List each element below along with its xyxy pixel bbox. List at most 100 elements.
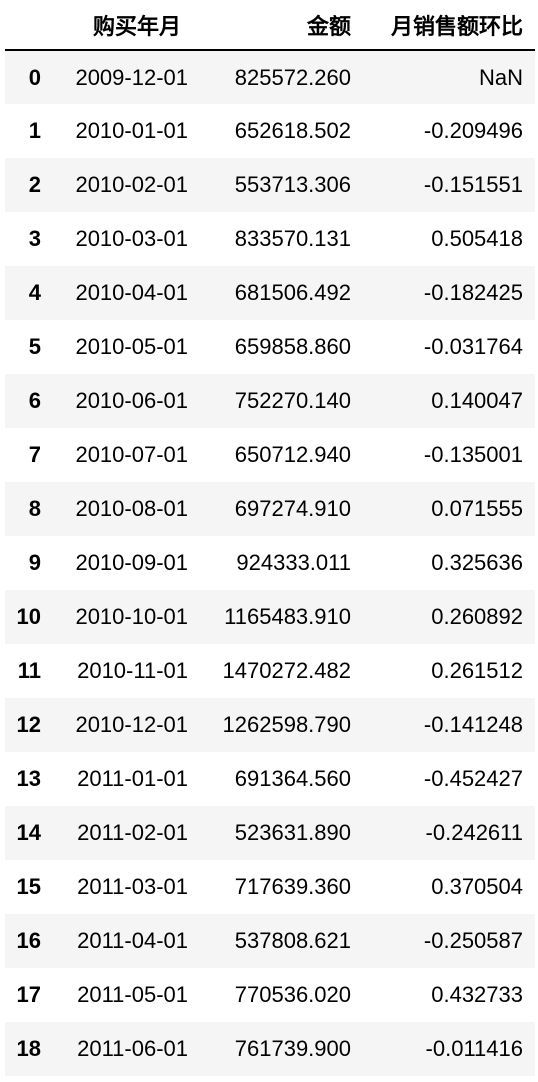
- row-index: 14: [16, 820, 41, 845]
- row-index: 17: [16, 982, 41, 1007]
- table-row: 18 2011-06-01 761739.900 -0.011416: [5, 1022, 535, 1076]
- cell-amount: 825572.260: [234, 64, 351, 90]
- row-index: 13: [16, 766, 41, 791]
- row-index: 4: [28, 280, 41, 305]
- cell-ratio: -0.031764: [423, 334, 523, 359]
- cell-ratio: -0.209496: [423, 118, 523, 143]
- cell-amount: 652618.502: [234, 118, 351, 143]
- table-row: 9 2010-09-01 924333.011 0.325636: [5, 536, 535, 590]
- cell-date: 2010-02-01: [75, 172, 188, 197]
- cell-amount: 681506.492: [234, 280, 351, 305]
- cell-date: 2010-07-01: [75, 442, 188, 467]
- table-row: 16 2011-04-01 537808.621 -0.250587: [5, 914, 535, 968]
- cell-ratio: -0.011416: [425, 1036, 523, 1061]
- cell-ratio: 0.260892: [431, 604, 523, 629]
- cell-ratio: 0.505418: [431, 226, 523, 251]
- table-row: 7 2010-07-01 650712.940 -0.135001: [5, 428, 535, 482]
- cell-amount: 523631.890: [234, 820, 351, 845]
- cell-ratio: 0.370504: [431, 874, 523, 899]
- cell-ratio: -0.452427: [423, 766, 523, 791]
- row-index: 5: [28, 334, 41, 359]
- cell-amount: 1262598.790: [222, 712, 351, 737]
- cell-date: 2011-06-01: [77, 1036, 188, 1061]
- cell-ratio: NaN: [478, 64, 523, 90]
- cell-date: 2010-08-01: [75, 496, 188, 521]
- cell-ratio: -0.242611: [425, 820, 523, 845]
- row-index: 18: [16, 1036, 41, 1061]
- cell-date: 2010-04-01: [75, 280, 188, 305]
- row-index: 9: [28, 550, 41, 575]
- table-row: 1 2010-01-01 652618.502 -0.209496: [5, 104, 535, 158]
- cell-ratio: 0.140047: [431, 388, 523, 413]
- table-row: 15 2011-03-01 717639.360 0.370504: [5, 860, 535, 914]
- cell-date: 2010-09-01: [75, 550, 188, 575]
- table-row: 0 2009-12-01 825572.260 NaN: [5, 50, 535, 104]
- cell-ratio: 0.071555: [431, 496, 523, 521]
- cell-amount: 770536.020: [234, 982, 351, 1007]
- table-row: 8 2010-08-01 697274.910 0.071555: [5, 482, 535, 536]
- dataframe-table: 购买年月 金额 月销售额环比 0 2009-12-01 825572.260 NaN 1…: [5, 0, 535, 1076]
- cell-amount: 650712.940: [234, 442, 351, 467]
- table-row: 17 2011-05-01 770536.020 0.432733: [5, 968, 535, 1022]
- column-header-ratio: 月销售额环比: [390, 13, 523, 39]
- table-body: 0 2009-12-01 825572.260 NaN 1 2010-01-01 65261…: [5, 50, 535, 1076]
- table-row: 12 2010-12-01 1262598.790 -0.141248: [5, 698, 535, 752]
- row-index: 8: [28, 496, 41, 521]
- cell-ratio: 0.325636: [431, 550, 523, 575]
- row-index: 15: [16, 874, 41, 899]
- table-row: 5 2010-05-01 659858.860 -0.031764: [5, 320, 535, 374]
- row-index: 6: [28, 388, 41, 413]
- cell-date: 2009-12-01: [75, 64, 188, 90]
- row-index: 1: [28, 118, 41, 143]
- cell-amount: 717639.360: [234, 874, 351, 899]
- table-row: 13 2011-01-01 691364.560 -0.452427: [5, 752, 535, 806]
- cell-amount: 833570.131: [234, 226, 351, 251]
- cell-date: 2010-05-01: [75, 334, 188, 359]
- cell-date: 2010-03-01: [75, 226, 188, 251]
- row-index: 16: [16, 928, 41, 953]
- table-row: 11 2010-11-01 1470272.482 0.261512: [5, 644, 535, 698]
- cell-ratio: -0.151551: [423, 172, 523, 197]
- row-index: 12: [16, 712, 41, 737]
- column-header-amount: 金额: [306, 13, 351, 39]
- cell-amount: 697274.910: [234, 496, 351, 521]
- cell-date: 2010-11-01: [77, 658, 188, 683]
- table-row: 14 2011-02-01 523631.890 -0.242611: [5, 806, 535, 860]
- column-header-date: 购买年月: [92, 13, 181, 39]
- table-row: 10 2010-10-01 1165483.910 0.260892: [5, 590, 535, 644]
- table-row: 6 2010-06-01 752270.140 0.140047: [5, 374, 535, 428]
- cell-date: 2011-05-01: [77, 982, 188, 1007]
- row-index: 10: [16, 604, 41, 629]
- cell-date: 2011-04-01: [77, 928, 188, 953]
- cell-amount: 924333.011: [236, 550, 351, 575]
- cell-amount: 537808.621: [234, 928, 351, 953]
- cell-amount: 553713.306: [234, 172, 351, 197]
- cell-date: 2011-02-01: [77, 820, 188, 845]
- index-header: [5, 0, 53, 50]
- cell-ratio: 0.432733: [431, 982, 523, 1007]
- table-header: 购买年月 金额 月销售额环比: [5, 0, 535, 50]
- cell-amount: 761739.900: [234, 1036, 351, 1061]
- cell-date: 2011-01-01: [77, 766, 188, 791]
- cell-amount: 659858.860: [234, 334, 351, 359]
- cell-date: 2010-01-01: [75, 118, 188, 143]
- row-index: 2: [28, 172, 41, 197]
- cell-date: 2010-06-01: [75, 388, 188, 413]
- cell-ratio: -0.182425: [423, 280, 523, 305]
- row-index: 0: [28, 64, 41, 90]
- cell-amount: 1470272.482: [222, 658, 351, 683]
- cell-ratio: -0.135001: [423, 442, 523, 467]
- cell-date: 2011-03-01: [77, 874, 188, 899]
- cell-date: 2010-12-01: [75, 712, 188, 737]
- row-index: 7: [28, 442, 41, 467]
- row-index: 3: [28, 226, 41, 251]
- cell-date: 2010-10-01: [75, 604, 188, 629]
- cell-ratio: -0.141248: [423, 712, 523, 737]
- cell-ratio: -0.250587: [423, 928, 523, 953]
- cell-amount: 1165483.910: [224, 604, 351, 629]
- cell-amount: 691364.560: [234, 766, 351, 791]
- row-index: 11: [17, 658, 41, 683]
- table-row: 2 2010-02-01 553713.306 -0.151551: [5, 158, 535, 212]
- table-row: 3 2010-03-01 833570.131 0.505418: [5, 212, 535, 266]
